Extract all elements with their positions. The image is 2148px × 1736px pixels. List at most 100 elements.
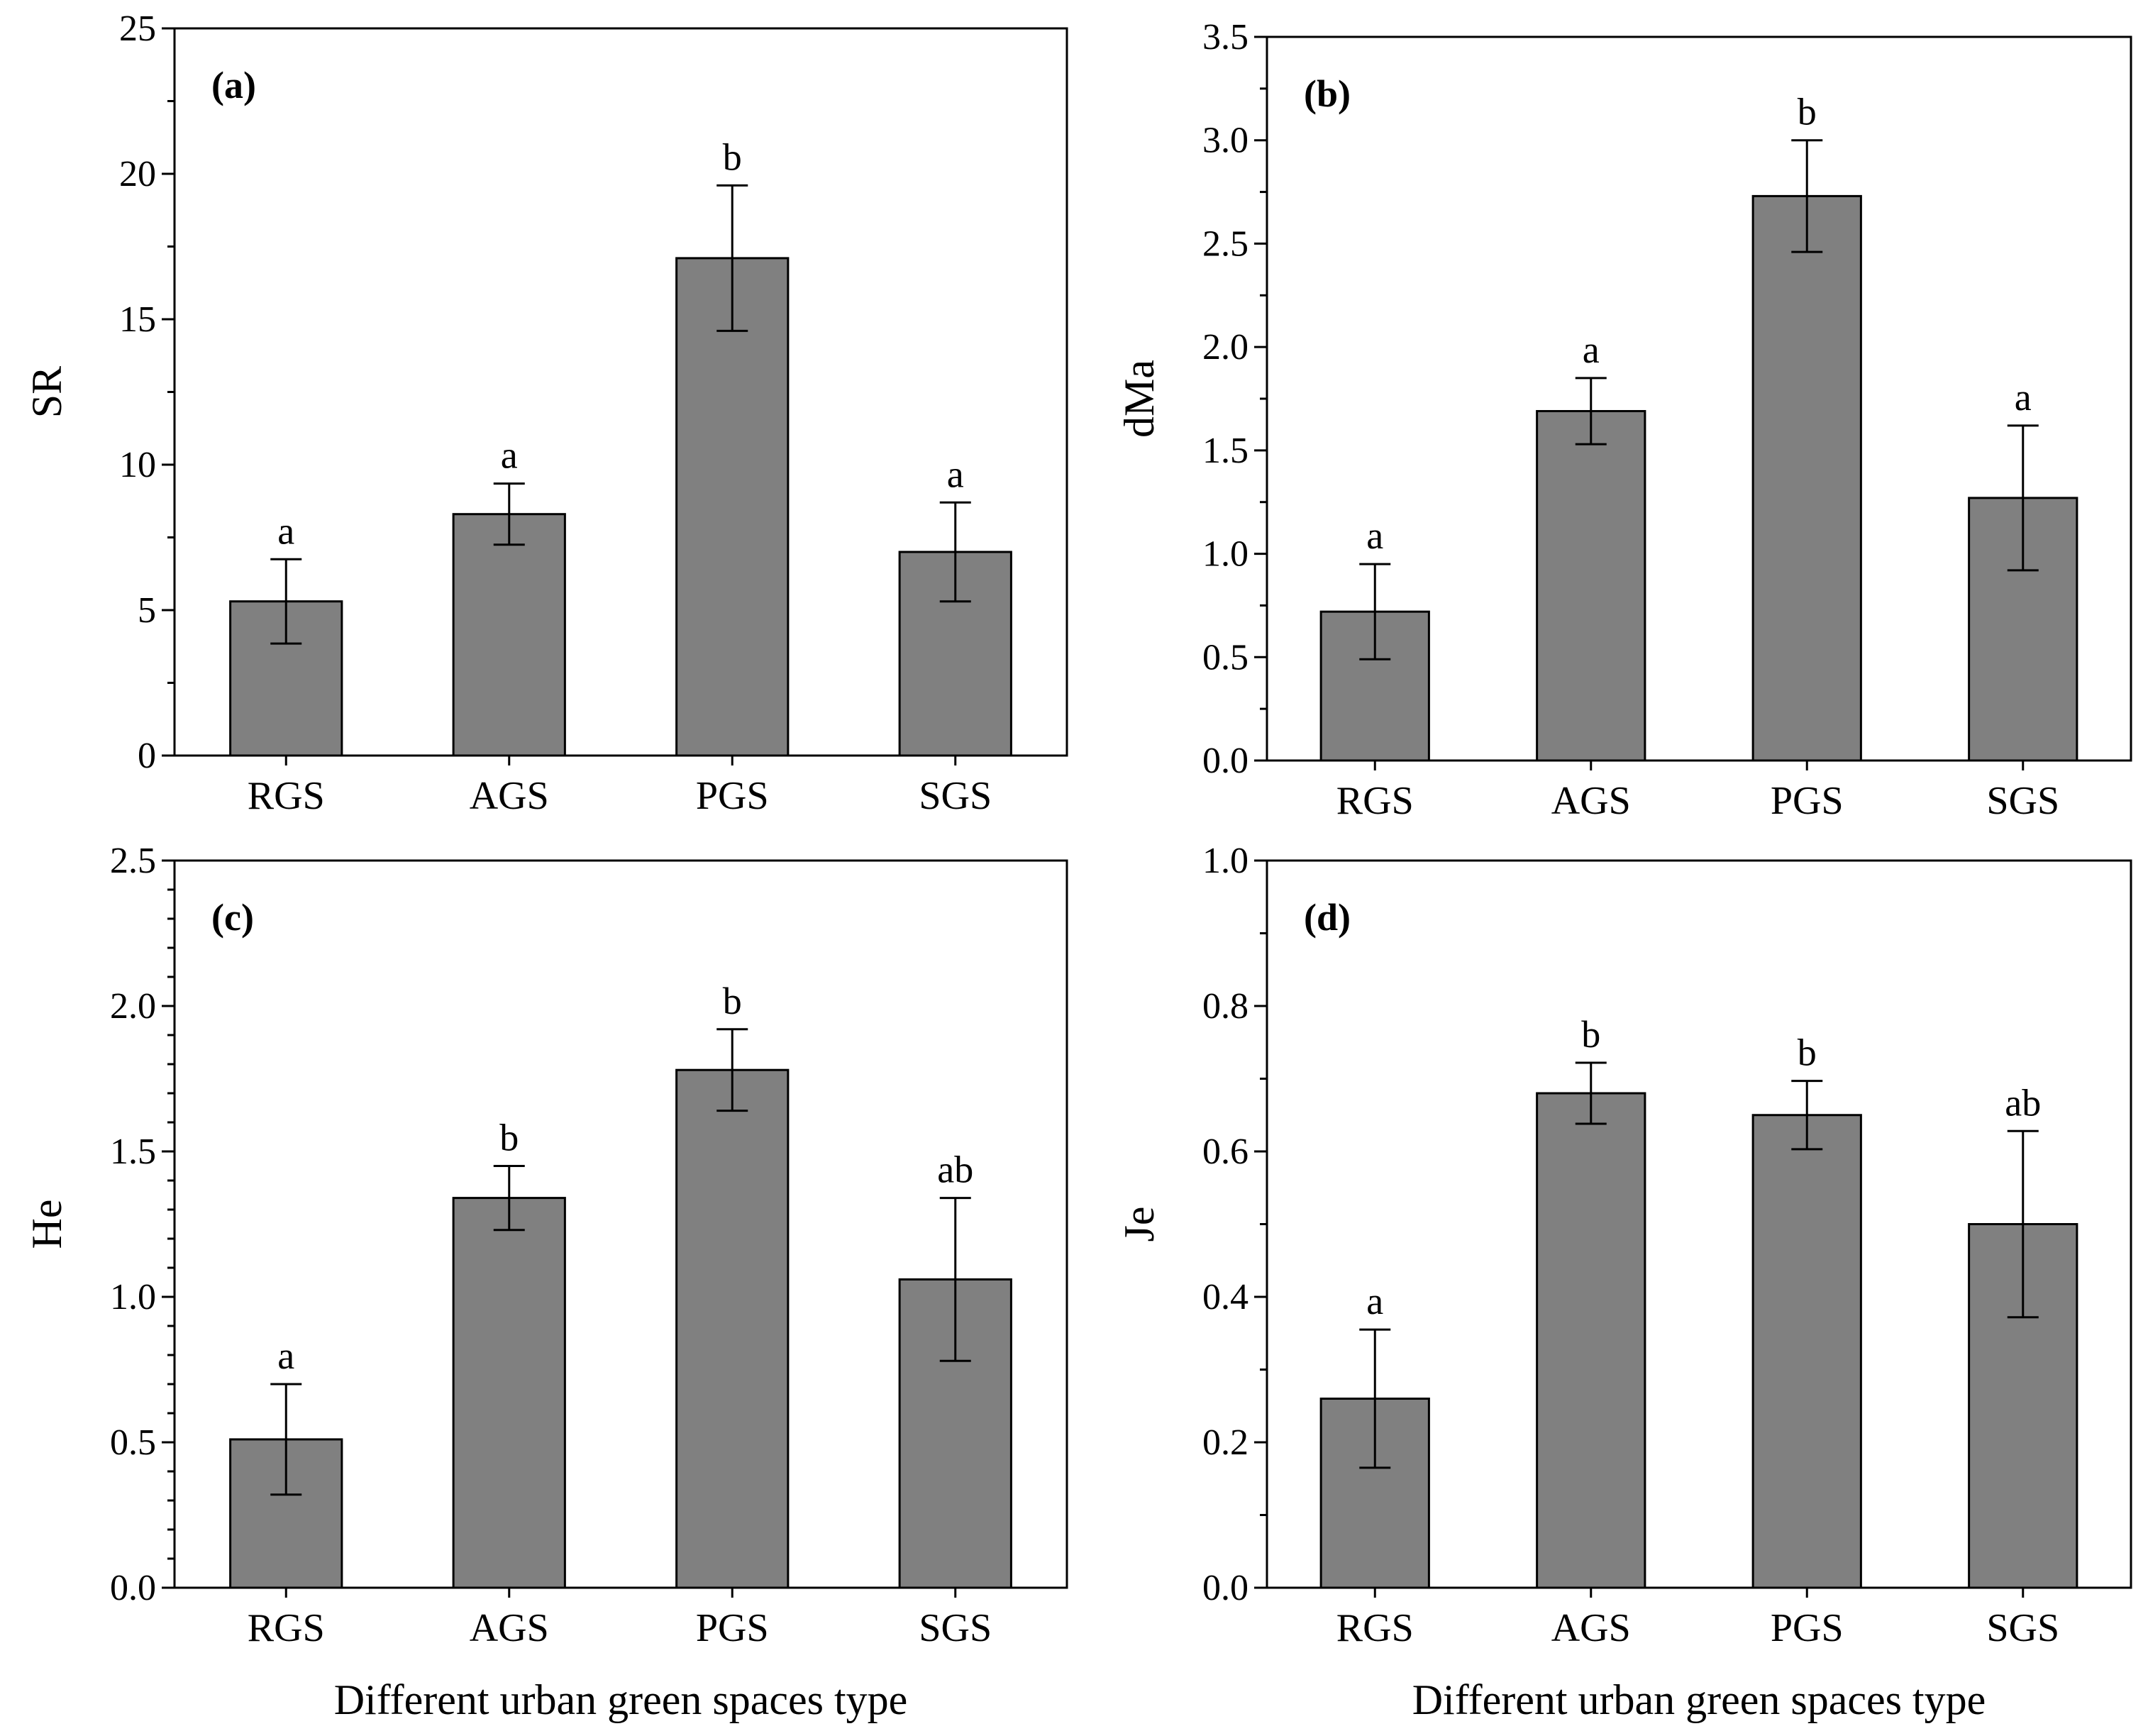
x-tick-label: PGS — [1771, 779, 1844, 823]
y-tick-label: 15 — [119, 299, 156, 340]
x-tick-label: RGS — [1336, 1606, 1414, 1650]
significance-label: a — [1366, 514, 1383, 557]
y-axis-title: He — [23, 1200, 70, 1249]
x-tick-label: AGS — [470, 1606, 549, 1650]
y-tick-label: 0.4 — [1202, 1277, 1249, 1317]
y-tick-label: 3.5 — [1202, 17, 1249, 57]
plot-frame — [173, 859, 1068, 1589]
panel-label: (a) — [211, 64, 256, 106]
plot-frame — [173, 27, 1068, 757]
x-tick-label: PGS — [696, 1606, 769, 1650]
error-bar-pgs — [716, 1028, 748, 1112]
error-bar-sgs — [939, 1197, 971, 1362]
y-axis-title: SR — [23, 366, 70, 418]
x-tick-label: SGS — [1986, 779, 2059, 823]
significance-label: b — [499, 1117, 519, 1159]
y-axis-title: Je — [1116, 1207, 1163, 1242]
y-tick-label: 1.5 — [110, 1132, 156, 1172]
error-bar-rgs — [1359, 1328, 1391, 1469]
error-bar-ags — [1575, 377, 1607, 446]
y-tick-label: 2.0 — [110, 986, 156, 1027]
significance-label: a — [1366, 1280, 1383, 1322]
y-tick-label: 1.5 — [1202, 431, 1249, 471]
significance-label: a — [1583, 328, 1600, 371]
panel-a: a RGS a AGS b PGS a SGS 0 5 10 15 20 25 (a) SR — [23, 9, 1068, 818]
y-tick-label: 2.0 — [1202, 327, 1249, 367]
significance-label: b — [723, 136, 742, 178]
y-tick-label: 0.0 — [110, 1568, 156, 1608]
panel-label: (d) — [1304, 896, 1351, 939]
x-tick-label: AGS — [470, 774, 549, 818]
x-tick-label: AGS — [1551, 1606, 1631, 1650]
error-bar-sgs — [2007, 424, 2039, 572]
bar-pgs — [675, 257, 790, 757]
significance-label: ab — [937, 1149, 973, 1191]
error-bar-rgs — [270, 558, 302, 645]
y-tick-label: 1.0 — [1202, 841, 1249, 881]
panel-d: a RGS b AGS b PGS ab SGS 0.0 0.2 0.4 0.6 0.8 1.0 (d) Je… — [1116, 841, 2132, 1723]
y-tick-label: 3.0 — [1202, 121, 1249, 161]
panel-b: a RGS a AGS b PGS a SGS 0.0 0.5 1.0 1.5 2.0 2.5 3.0 3.5… — [1116, 17, 2132, 823]
error-bar-ags — [493, 1165, 525, 1232]
y-tick-label: 0 — [138, 736, 156, 776]
y-tick-label: 0.2 — [1202, 1422, 1249, 1463]
y-tick-label: 25 — [119, 9, 156, 49]
error-bar-pgs — [1791, 139, 1823, 253]
x-tick-label: PGS — [1771, 1606, 1844, 1650]
plot-frame — [1266, 859, 2132, 1589]
y-tick-label: 0.6 — [1202, 1132, 1249, 1172]
significance-label: b — [1798, 1032, 1817, 1074]
significance-label: b — [1798, 91, 1817, 133]
error-bar-ags — [1575, 1061, 1607, 1125]
bar-ags — [452, 1197, 566, 1589]
error-bar-rgs — [270, 1383, 302, 1496]
bar-ags — [452, 513, 566, 757]
bar-pgs — [1751, 1114, 1862, 1589]
error-bar-rgs — [1359, 563, 1391, 660]
significance-label: a — [947, 453, 964, 495]
error-bar-ags — [493, 482, 525, 546]
significance-label: a — [501, 434, 518, 477]
y-axis-title: dMa — [1116, 360, 1163, 438]
significance-label: a — [277, 509, 294, 552]
y-tick-label: 1.0 — [110, 1277, 156, 1317]
y-tick-label: 0.0 — [1202, 1568, 1249, 1608]
y-tick-label: 0.8 — [1202, 986, 1249, 1027]
panel-label: (b) — [1304, 72, 1351, 115]
bar-ags — [1536, 1092, 1646, 1589]
x-tick-label: RGS — [248, 774, 325, 818]
bar-ags — [1536, 409, 1646, 762]
error-bar-pgs — [716, 184, 748, 332]
y-tick-label: 5 — [138, 590, 156, 631]
y-tick-label: 10 — [119, 445, 156, 485]
significance-label: a — [277, 1334, 294, 1377]
plot-frame — [1266, 35, 2132, 762]
significance-label: ab — [2005, 1081, 2041, 1124]
panel-label: (c) — [211, 896, 254, 939]
significance-label: a — [2015, 376, 2032, 419]
y-tick-label: 0.5 — [110, 1422, 156, 1463]
x-axis-title: Different urban green spaces type — [334, 1676, 908, 1723]
x-tick-label: SGS — [1986, 1606, 2059, 1650]
x-axis-title: Different urban green spaces type — [1412, 1676, 1986, 1723]
x-tick-label: RGS — [1336, 779, 1414, 823]
x-tick-label: RGS — [248, 1606, 325, 1650]
error-bar-sgs — [939, 501, 971, 603]
bar-pgs — [1751, 194, 1862, 762]
significance-label: b — [1581, 1013, 1600, 1056]
bar-sgs — [1968, 1223, 2078, 1589]
error-bar-sgs — [2007, 1129, 2039, 1319]
y-tick-label: 2.5 — [1202, 223, 1249, 264]
error-bar-pgs — [1791, 1080, 1823, 1151]
y-tick-label: 0.5 — [1202, 637, 1249, 678]
y-tick-label: 1.0 — [1202, 534, 1249, 575]
y-tick-label: 2.5 — [110, 841, 156, 881]
x-tick-label: AGS — [1551, 779, 1631, 823]
x-tick-label: SGS — [919, 774, 992, 818]
x-tick-label: PGS — [696, 774, 769, 818]
y-tick-label: 0.0 — [1202, 741, 1249, 781]
panel-c: a RGS b AGS b PGS ab SGS 0.0 0.5 1.0 1.5 2.0 2.5 (c) He… — [23, 841, 1068, 1723]
significance-label: b — [723, 980, 742, 1022]
bar-pgs — [675, 1068, 790, 1589]
